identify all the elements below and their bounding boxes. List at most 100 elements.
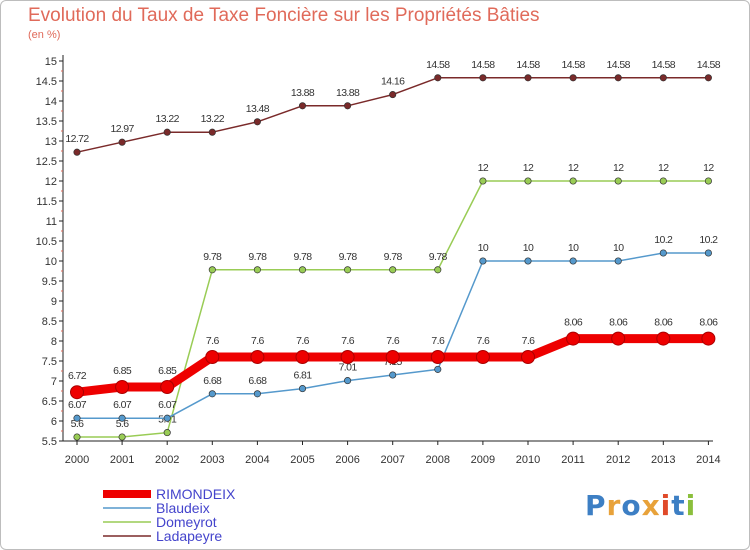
data-point-rimondeix [385, 350, 400, 364]
data-label-rimondeix: 7.6 [206, 335, 220, 347]
y-axis-unit-label: (en %) [28, 29, 61, 41]
data-point-blaudeix [163, 414, 171, 422]
y-tick-label: 8.5 [42, 316, 57, 328]
y-tick-label: 9 [51, 296, 57, 308]
data-point-blaudeix [524, 257, 532, 265]
data-label-domeyrot: 9.78 [248, 251, 267, 263]
data-label-domeyrot: 9.78 [384, 251, 403, 263]
data-point-rimondeix [611, 331, 626, 346]
y-tick-label: 6.5 [42, 396, 57, 408]
logo-letter: i [685, 489, 697, 522]
logo-letter: o [621, 489, 642, 522]
data-label-blaudeix: 7.01 [339, 362, 358, 374]
data-point-rimondeix [205, 350, 220, 364]
data-label-blaudeix: 6.81 [293, 370, 312, 382]
data-label-blaudeix: 6.07 [113, 399, 132, 411]
data-point-blaudeix [344, 377, 352, 385]
y-tick-label: 13.5 [36, 116, 57, 128]
data-point-ladapeyre [389, 91, 397, 99]
data-point-domeyrot [163, 429, 171, 437]
data-label-rimondeix: 6.72 [68, 370, 87, 382]
data-label-domeyrot: 12 [568, 162, 579, 174]
data-label-ladapeyre: 14.58 [607, 59, 631, 71]
data-point-ladapeyre [208, 128, 216, 136]
x-tick-label: 2003 [200, 454, 224, 466]
data-label-rimondeix: 7.6 [296, 335, 310, 347]
data-point-domeyrot [298, 266, 307, 274]
data-label-domeyrot: 12 [703, 162, 714, 174]
data-label-blaudeix: 10 [478, 242, 489, 254]
data-point-domeyrot [479, 177, 487, 185]
y-tick-label: 15 [45, 56, 57, 68]
data-point-rimondeix [250, 350, 265, 364]
data-label-domeyrot: 12 [478, 162, 489, 174]
data-point-blaudeix [208, 390, 216, 398]
x-tick-label: 2000 [65, 454, 89, 466]
x-tick-label: 2012 [606, 454, 630, 466]
data-label-blaudeix: 10.2 [699, 234, 718, 246]
data-point-rimondeix [115, 380, 130, 394]
data-label-domeyrot: 9.78 [339, 251, 358, 263]
x-tick-label: 2009 [471, 454, 495, 466]
logo-letter: i [660, 489, 672, 522]
data-point-ladapeyre [298, 102, 307, 110]
x-tick-label: 2002 [155, 454, 179, 466]
data-point-ladapeyre [73, 148, 81, 156]
data-point-rimondeix [340, 350, 355, 364]
data-point-ladapeyre [524, 74, 532, 82]
data-point-domeyrot [208, 266, 216, 274]
data-point-ladapeyre [344, 102, 352, 110]
data-label-ladapeyre: 14.58 [561, 59, 585, 71]
y-tick-label: 11.5 [36, 196, 57, 208]
data-label-ladapeyre: 13.22 [201, 113, 225, 125]
data-label-blaudeix: 6.07 [158, 399, 177, 411]
data-point-rimondeix [656, 331, 671, 346]
data-label-ladapeyre: 13.88 [291, 87, 315, 99]
data-label-rimondeix: 7.6 [386, 335, 400, 347]
x-tick-label: 2005 [290, 454, 314, 466]
data-point-blaudeix [73, 414, 81, 422]
data-label-blaudeix: 10.2 [654, 234, 673, 246]
y-tick-label: 6 [51, 416, 57, 428]
y-tick-label: 9.5 [42, 276, 57, 288]
y-tick-label: 10 [45, 256, 57, 268]
data-point-blaudeix [614, 257, 622, 265]
data-label-ladapeyre: 13.48 [246, 103, 270, 115]
data-point-blaudeix [298, 385, 307, 393]
x-tick-label: 2013 [651, 454, 675, 466]
data-label-domeyrot: 12 [523, 162, 534, 174]
data-label-ladapeyre: 12.97 [110, 123, 134, 135]
data-label-ladapeyre: 14.58 [652, 59, 676, 71]
data-label-ladapeyre: 14.58 [426, 59, 450, 71]
data-point-domeyrot [524, 177, 532, 185]
data-point-blaudeix [434, 365, 442, 373]
data-point-domeyrot [659, 177, 667, 185]
data-point-ladapeyre [163, 128, 171, 136]
x-tick-label: 2010 [516, 454, 540, 466]
x-tick-label: 2006 [335, 454, 359, 466]
data-point-domeyrot [704, 177, 712, 185]
logo-letter: r [606, 489, 622, 522]
data-label-domeyrot: 9.78 [429, 251, 448, 263]
data-label-rimondeix: 7.6 [522, 335, 536, 347]
data-label-ladapeyre: 14.58 [697, 59, 721, 71]
data-point-ladapeyre [434, 74, 442, 82]
data-label-domeyrot: 5.6 [116, 418, 130, 430]
data-point-ladapeyre [704, 74, 712, 82]
data-point-rimondeix [475, 350, 490, 364]
data-point-domeyrot [614, 177, 622, 185]
y-tick-label: 7.5 [42, 356, 57, 368]
data-point-blaudeix [253, 390, 261, 398]
data-label-rimondeix: 8.06 [654, 317, 673, 329]
data-point-blaudeix [479, 257, 487, 265]
data-point-rimondeix [701, 331, 716, 346]
x-tick-label: 2011 [561, 454, 585, 466]
data-label-domeyrot: 9.78 [293, 251, 312, 263]
data-label-blaudeix: 6.68 [203, 375, 222, 387]
legend-label-domeyrot: Domeyrot [156, 514, 217, 530]
y-tick-label: 10.5 [36, 236, 57, 248]
data-label-blaudeix: 6.07 [68, 399, 87, 411]
y-tick-label: 12 [45, 176, 57, 188]
